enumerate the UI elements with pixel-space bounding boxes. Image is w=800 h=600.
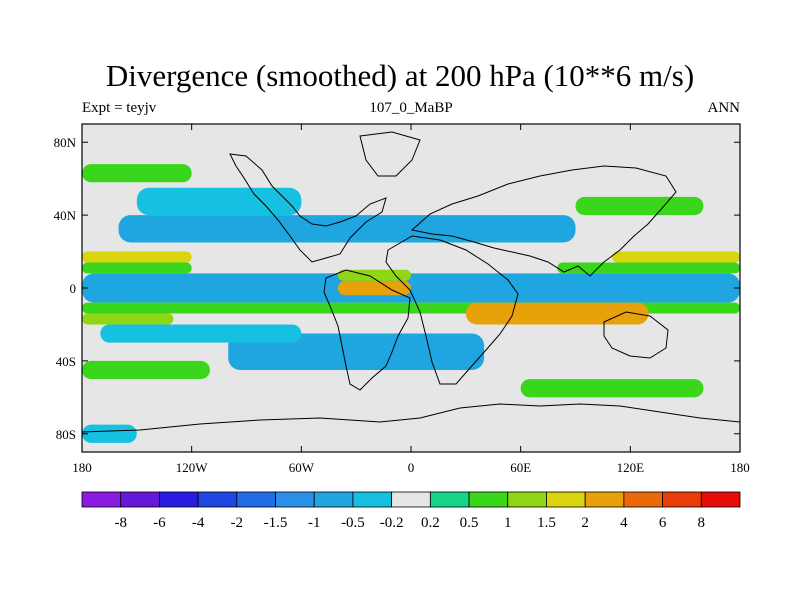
field-band-16 [82,164,192,183]
colorbar-swatch-16 [700,491,741,508]
colorbar-swatch-5 [275,491,315,508]
colorbar-swatch-12 [546,491,586,508]
divergence-field [82,164,740,443]
lon-tick-label-5: 120E [617,460,645,475]
colorbar-label-7: -0.2 [380,515,404,531]
colorbar-label-3: -2 [231,515,244,531]
field-band-9 [465,302,649,325]
field-band-3 [82,262,192,274]
colorbar-label-5: -1 [308,515,321,531]
colorbar-label-14: 6 [659,515,667,531]
colorbar-swatch-4 [236,491,276,508]
coastline-africa [385,235,519,385]
coastline-australia [603,311,669,359]
colorbar-swatch-1 [120,491,160,508]
coastlines [82,131,740,433]
plot-title: Divergence (smoothed) at 200 hPa (10**6 … [105,58,695,93]
colorbar-swatch-8 [391,491,431,508]
coastline-antarctica [82,403,740,433]
colorbar-swatch-10 [468,491,509,508]
colorbar-label-6: -0.5 [341,515,365,531]
colorbar-label-11: 1.5 [537,515,556,531]
field-band-4 [82,251,192,263]
colorbar-label-10: 1 [504,515,512,531]
colorbar-swatch-15 [662,491,702,508]
period-label: 107_0_MaBP [369,100,453,116]
field-band-15 [136,187,302,216]
colorbar-swatch-3 [197,491,238,508]
colorbar-label-0: -8 [114,515,127,531]
field-band-12 [118,215,576,243]
lon-tick-label-4: 60E [510,460,531,475]
coastline-south-america [323,269,411,391]
lat-tick-label-4: 80S [56,427,76,442]
lat-tick-label-2: 0 [70,281,77,296]
field-band-18 [82,360,210,380]
season-label: ANN [707,100,741,116]
lon-tick-label-2: 60W [289,460,315,475]
field-band-14 [100,324,302,343]
field-band-8 [82,313,174,325]
field-band-10 [337,280,411,296]
colorbar-swatch-14 [623,491,663,508]
lon-tick-label-0: 180 [72,460,92,475]
lon-tick-label-3: 0 [408,460,415,475]
lat-tick-label-3: 40S [56,354,76,369]
colorbar-label-2: -4 [192,515,205,531]
colorbar-swatch-7 [352,491,393,508]
field-band-6 [612,251,740,263]
colorbar-swatch-0 [81,491,122,508]
colorbar-label-9: 0.5 [460,515,479,531]
coastline-north-america [229,153,387,263]
field-band-20 [82,424,137,443]
colorbar-swatch-13 [584,491,625,508]
colorbar-swatch-11 [507,491,547,508]
lat-tick-label-1: 40N [54,208,77,223]
colorbar-swatch-2 [159,491,199,508]
field-band-5 [557,262,740,274]
coastline-greenland [359,131,421,177]
field-band-17 [575,196,704,216]
colorbar-label-13: 4 [620,515,628,531]
lat-tick-label-0: 80N [54,135,77,150]
colorbar-label-8: 0.2 [421,515,440,531]
colorbar-label-1: -6 [153,515,166,531]
colorbar-swatch-9 [429,491,470,508]
colorbar-label-15: 8 [698,515,706,531]
field-band-19 [520,379,704,398]
colorbar-swatch-6 [313,491,354,508]
experiment-label: Expt = teyjv [82,100,157,116]
colorbar-label-12: 2 [581,515,589,531]
coastline-eurasia [410,165,677,277]
colorbar-label-4: -1.5 [264,515,288,531]
colorbar: -8 -6 -4 -2 -1.5 -1 -0.5 -0.2 0.2 0.5 1 1.5 2 4 6 8 [81,491,741,531]
map-axes: 180 120W 60W 0 60E 120E 180 80N 40N 0 40S 80S [54,124,750,475]
lon-tick-label-1: 120W [176,460,209,475]
lon-tick-label-6: 180 [730,460,750,475]
